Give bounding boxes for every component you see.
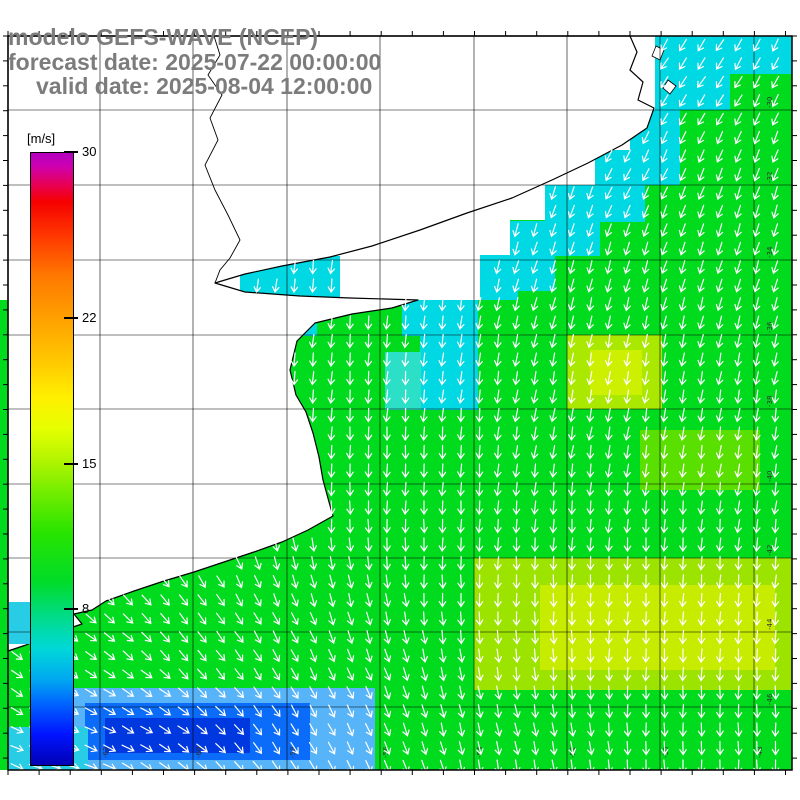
svg-text:-60: -60 xyxy=(195,747,203,758)
speed-cells xyxy=(8,36,792,770)
model-title: modelo GEFS-WAVE (NCEP) xyxy=(8,24,319,50)
edge-ticks xyxy=(3,31,797,775)
forecast-date-label: forecast date: 2025-07-22 00:00:00 xyxy=(8,49,382,75)
svg-text:-38: -38 xyxy=(766,396,774,407)
svg-text:-44: -44 xyxy=(766,618,774,630)
svg-text:-46: -46 xyxy=(766,693,774,705)
valid-date-label: valid date: 2025-08-04 12:00:00 xyxy=(36,73,373,99)
svg-text:-48: -48 xyxy=(756,747,764,758)
svg-text:-58: -58 xyxy=(289,747,297,758)
land-coastline xyxy=(7,35,655,652)
svg-text:-34: -34 xyxy=(766,246,774,258)
svg-text:-36: -36 xyxy=(766,321,774,333)
river-line xyxy=(204,35,241,284)
svg-text:-32: -32 xyxy=(766,172,774,183)
coastal-cells xyxy=(8,602,48,644)
graticule xyxy=(8,36,792,770)
map-frame xyxy=(7,35,793,771)
wind-arrows xyxy=(10,38,780,775)
svg-text:-30: -30 xyxy=(766,97,774,108)
svg-text:-40: -40 xyxy=(766,471,774,482)
svg-text:-62: -62 xyxy=(102,747,110,758)
svg-text:-42: -42 xyxy=(766,545,774,556)
